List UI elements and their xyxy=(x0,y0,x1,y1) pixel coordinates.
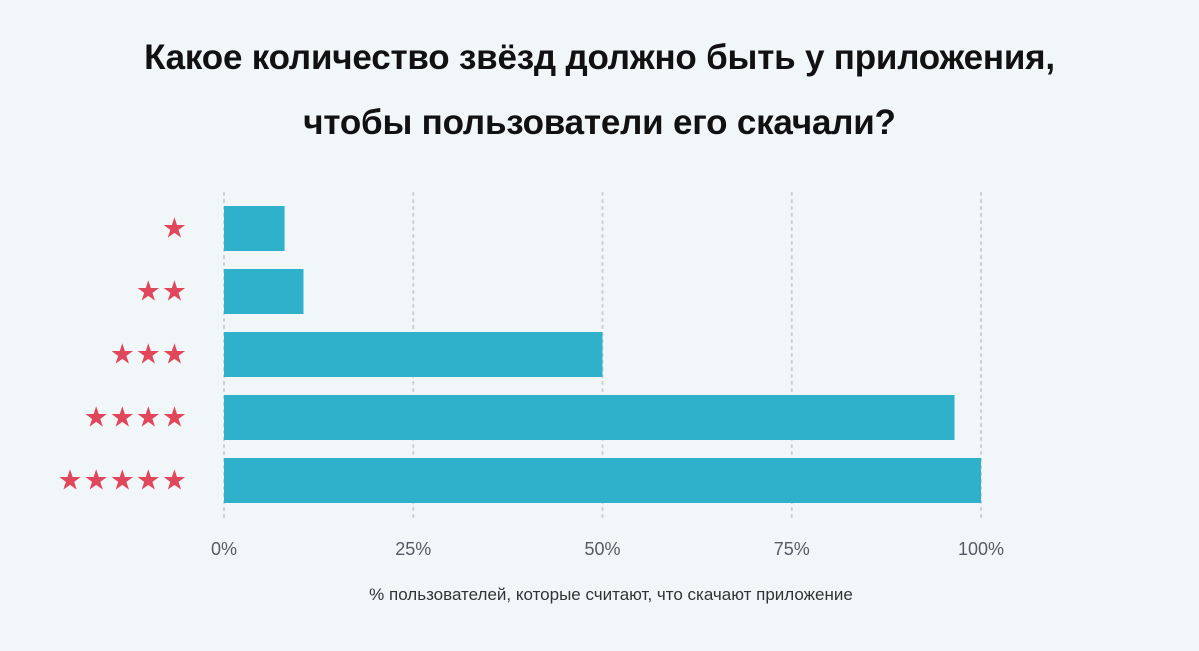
bar xyxy=(224,206,285,251)
x-tick-label: 75% xyxy=(774,539,810,559)
category-label-stars: ★★ xyxy=(136,275,188,308)
category-label-stars: ★★★ xyxy=(110,338,188,371)
bar xyxy=(224,332,603,377)
x-axis-title: % пользователей, которые считают, что ск… xyxy=(369,585,853,604)
x-tick-label: 50% xyxy=(584,539,620,559)
bar xyxy=(224,458,981,503)
bar xyxy=(224,395,955,440)
x-tick-label: 100% xyxy=(958,539,1004,559)
category-label-stars: ★★★★ xyxy=(84,401,188,434)
bar xyxy=(224,269,304,314)
category-label-stars: ★★★★★ xyxy=(57,464,188,497)
x-tick-label: 0% xyxy=(211,539,237,559)
x-tick-label: 25% xyxy=(395,539,431,559)
chart-title-line-2: чтобы пользователи его скачали? xyxy=(303,103,896,142)
category-label-stars: ★ xyxy=(162,212,188,245)
chart-title-line-1: Какое количество звёзд должно быть у при… xyxy=(144,38,1055,77)
